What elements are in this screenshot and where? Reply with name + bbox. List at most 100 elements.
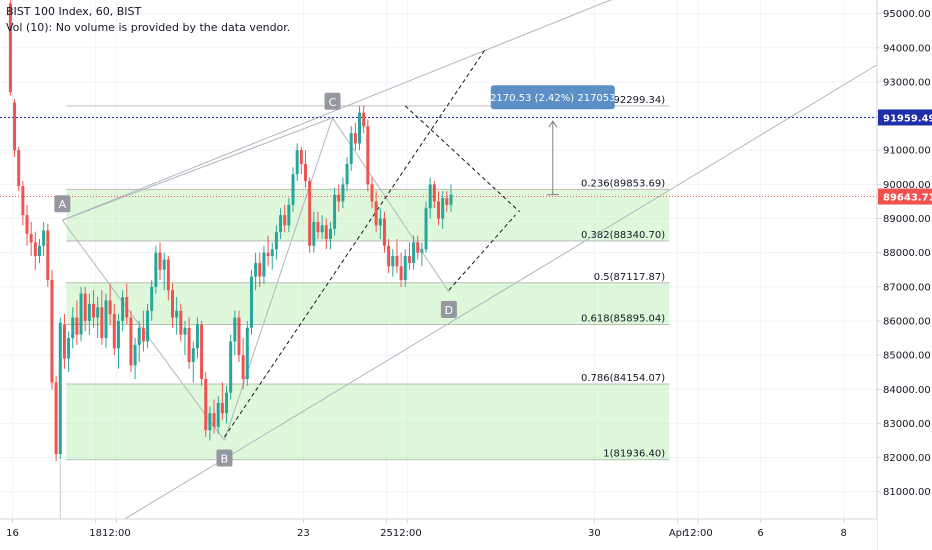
candle-body [121,297,125,321]
pattern-point-badge [324,92,341,110]
pattern-point-badge [216,449,233,467]
candle-body [54,382,58,455]
candle-body [141,327,145,342]
candle-body [395,256,399,267]
candle-body [204,379,208,431]
candle-body [320,225,324,233]
candle-body [312,221,316,246]
candle-body [249,276,253,328]
candle-body [279,215,283,233]
candle-body [295,150,299,175]
symbol-title[interactable]: BIST 100 Index, 60, BIST [6,5,142,18]
candle-body [125,297,129,318]
candle-body [212,413,216,427]
candle-body [220,402,224,414]
pattern-point-badge [54,195,71,213]
candle-body [299,150,303,164]
candle-body [17,150,21,187]
price-axis-label: 89000.00 [883,214,931,225]
candle-body [183,327,187,335]
candle-body [391,256,395,267]
fib-zone [66,282,670,325]
price-axis-label: 90000.00 [883,180,931,191]
candle-body [374,201,378,226]
channel-lower-line [124,64,878,520]
candle-body [378,218,382,226]
dashed-wedge-top [404,105,520,213]
candle-body [195,324,199,349]
price-axis-bg [877,0,932,550]
fib-zone [66,383,670,460]
candle-body [241,355,245,380]
candle-body [445,198,449,205]
candle-body [62,324,66,359]
fib-level-label: 0.382(88340.70) [581,230,665,241]
candle-body [416,242,420,253]
candle-body [25,215,29,234]
candle-body [387,245,391,267]
candle-body [333,194,337,229]
candle-body [245,327,249,380]
candle-body [270,249,274,257]
dashed-trend-up [224,47,487,438]
time-axis-label: 25 [380,528,393,539]
candle-body [96,307,100,318]
candle-body [154,252,158,287]
time-axis-label: 12:00 [102,528,131,539]
price-axis-label: 91000.00 [883,146,931,157]
candle-body [179,310,183,335]
fib-level-label: 1(81936.40) [603,449,665,460]
candle-body [112,314,116,349]
candle-body [337,194,341,202]
channel-upper-line [62,0,612,221]
candle-body [283,215,287,226]
measure-arrow-head [548,120,558,128]
time-axis-label: Apr [669,528,687,539]
candle-body [437,201,440,219]
candle-body [13,102,17,151]
time-axis-label: 23 [297,528,310,539]
time-axis-label: 16 [6,528,19,539]
price-axis-label: 81000.00 [883,487,931,498]
candle-body [87,303,91,321]
candle-body [208,413,212,431]
candle-body [432,184,436,202]
volume-note[interactable]: Vol (10): No volume is provided by the d… [6,21,291,34]
candle-body [291,174,295,205]
fib-zone [66,189,670,242]
candle-body [308,180,312,246]
measure-label: 2170.53 (2.42%) 217053 [490,93,615,104]
trend-lines[interactable] [0,0,878,520]
candle-body [370,184,374,202]
pattern-leg-ac [62,117,333,221]
time-axis-label: 12:00 [393,528,422,539]
candle-body [254,262,258,277]
candle-body [420,249,424,253]
candle-body [303,163,307,181]
time-axis-label: 30 [588,528,601,539]
fib-level-label: 0(92299.34) [603,95,665,106]
price-axis-label: 85000.00 [883,351,931,362]
pattern-annotations[interactable]: A B C D 2170.53 (2.42%) 217053 [54,85,616,467]
pattern-point-label: D [445,304,453,317]
candle-body [175,310,179,318]
candle-body [362,112,366,127]
candle-body [8,3,12,93]
candle-body [237,317,241,356]
candle-body [162,259,166,270]
price-axis-label: 94000.00 [883,43,931,54]
time-axis-label: 12:00 [684,528,713,539]
price-axis[interactable]: 81000.00 82000.00 83000.00 84000.00 85000.00… [876,0,932,550]
fib-level-label: 0.786(84154.07) [581,373,665,384]
candle-body [366,126,370,185]
pattern-point-label: A [59,198,67,211]
price-axis-label: 86000.00 [883,316,931,327]
candle-body [424,208,428,250]
candle-body [274,232,278,250]
candle-body [341,184,345,202]
candle-body [262,252,266,277]
time-axis-bg [0,519,877,550]
fib-retracement[interactable]: 0(92299.34) 0.236(89853.69) 0.382(88340.70… [66,95,670,461]
